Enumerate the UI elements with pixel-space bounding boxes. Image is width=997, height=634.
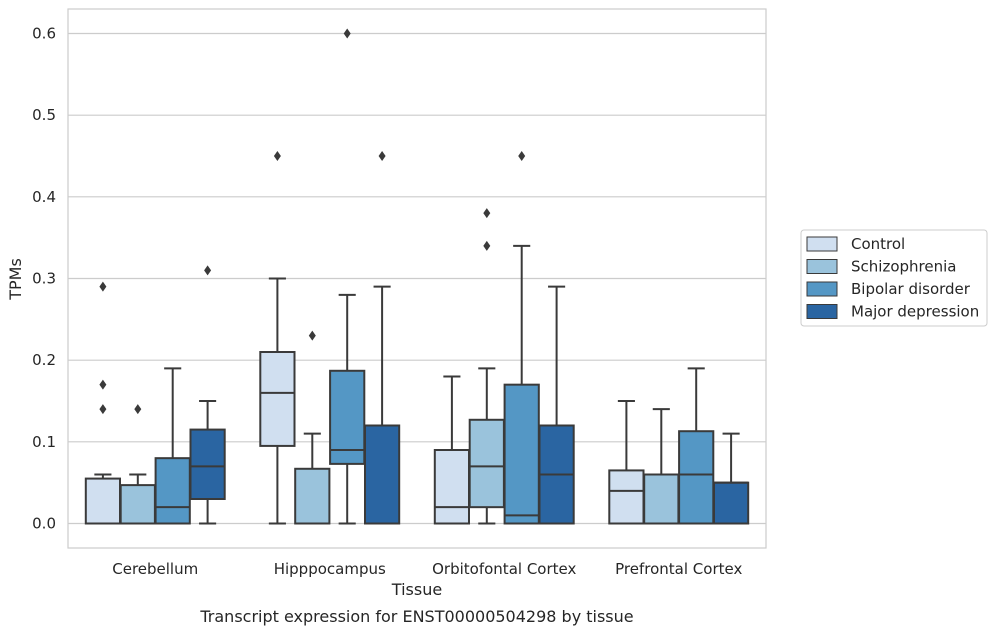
figure-caption: Transcript expression for ENST0000050429… — [199, 607, 633, 626]
box-group — [294, 330, 331, 525]
box — [294, 467, 331, 525]
legend-swatch — [806, 304, 838, 319]
box — [154, 457, 191, 525]
box — [503, 383, 540, 525]
outlier-point — [378, 151, 386, 161]
x-tick-label: Orbitofontal Cortex — [432, 560, 576, 578]
legend-label: Major depression — [851, 303, 979, 321]
box — [329, 369, 366, 465]
box-group — [712, 432, 750, 525]
legend-swatch — [806, 259, 838, 274]
outlier-point — [483, 240, 491, 251]
box — [678, 430, 715, 525]
outlier-point — [134, 404, 142, 415]
x-axis-label: Tissue — [391, 580, 442, 599]
box — [259, 351, 296, 447]
outlier-point — [99, 281, 107, 292]
y-tick-label: 0.0 — [32, 515, 56, 533]
legend: Control Schizophrenia Bipolar disorder Majo… — [800, 229, 988, 327]
box-group — [119, 404, 156, 525]
box-group — [678, 367, 715, 525]
box-group — [538, 285, 575, 525]
outlier-point — [99, 404, 107, 415]
box-group — [608, 400, 645, 525]
box-group — [259, 151, 296, 525]
legend-label: Control — [851, 235, 905, 253]
y-tick-label: 0.3 — [32, 270, 56, 288]
box — [608, 469, 645, 525]
legend-frame — [800, 229, 988, 327]
outlier-point — [308, 330, 316, 341]
x-tick-label: Prefrontal Cortex — [615, 560, 742, 578]
box — [363, 424, 401, 525]
y-tick-label: 0.5 — [32, 106, 56, 124]
y-tick-label: 0.4 — [32, 188, 56, 206]
box — [84, 477, 122, 525]
box — [643, 473, 680, 525]
x-tick-labels: Cerebellum Hipppocampus Orbitofontal Corte… — [112, 560, 742, 578]
y-axis-label: TPMs — [6, 258, 25, 301]
outlier-point — [99, 379, 107, 390]
x-tick-label: Cerebellum — [112, 560, 198, 578]
box-group — [643, 408, 680, 525]
x-tick-label: Hipppocampus — [274, 560, 386, 578]
box-group — [189, 265, 226, 525]
legend-swatch — [806, 236, 838, 252]
legend-swatch — [806, 281, 838, 297]
box — [189, 428, 226, 501]
y-tick-label: 0.1 — [32, 433, 56, 451]
outlier-point — [204, 265, 212, 276]
box-group — [363, 151, 401, 525]
box — [468, 418, 505, 509]
legend-label: Bipolar disorder — [851, 280, 971, 298]
y-tick-label: 0.6 — [32, 25, 56, 43]
outlier-point — [518, 151, 526, 161]
outlier-point — [483, 208, 491, 219]
outlier-point — [273, 151, 281, 161]
y-tick-label: 0.2 — [32, 351, 56, 369]
box-group — [329, 28, 366, 525]
box — [433, 449, 471, 525]
box-group — [433, 375, 471, 525]
box — [712, 481, 750, 525]
box-group — [84, 281, 122, 525]
legend-label: Schizophrenia — [851, 258, 956, 276]
y-tick-labels: 0.0 0.1 0.2 0.3 0.4 0.5 0.6 — [32, 25, 56, 533]
box — [119, 484, 156, 525]
outlier-point — [343, 28, 351, 39]
box-groups — [84, 28, 750, 525]
